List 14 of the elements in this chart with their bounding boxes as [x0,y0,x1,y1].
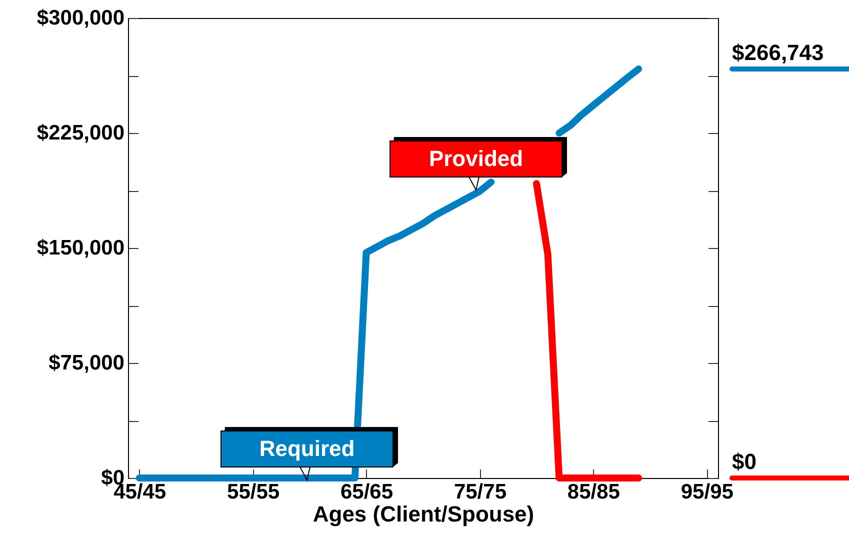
y-tick-label: $150,000 [36,236,124,260]
x-tick-label: 65/65 [340,480,394,504]
x-tick-label: 95/95 [680,480,734,504]
x-tick-label: 75/75 [454,480,507,504]
series-label: Required [259,436,355,461]
y-tick-label: $75,000 [48,352,124,374]
x-tick-label: 85/85 [567,480,620,504]
y-tick-label: $300,000 [36,6,124,30]
series-label: Provided [428,146,524,171]
text: $0 [732,449,756,474]
y-tick-label: $225,000 [36,122,124,144]
x-axis-title: Ages (Client/Spouse) [312,502,534,526]
x-tick-label: 55/55 [227,480,280,504]
text: $266,743 [732,40,824,65]
